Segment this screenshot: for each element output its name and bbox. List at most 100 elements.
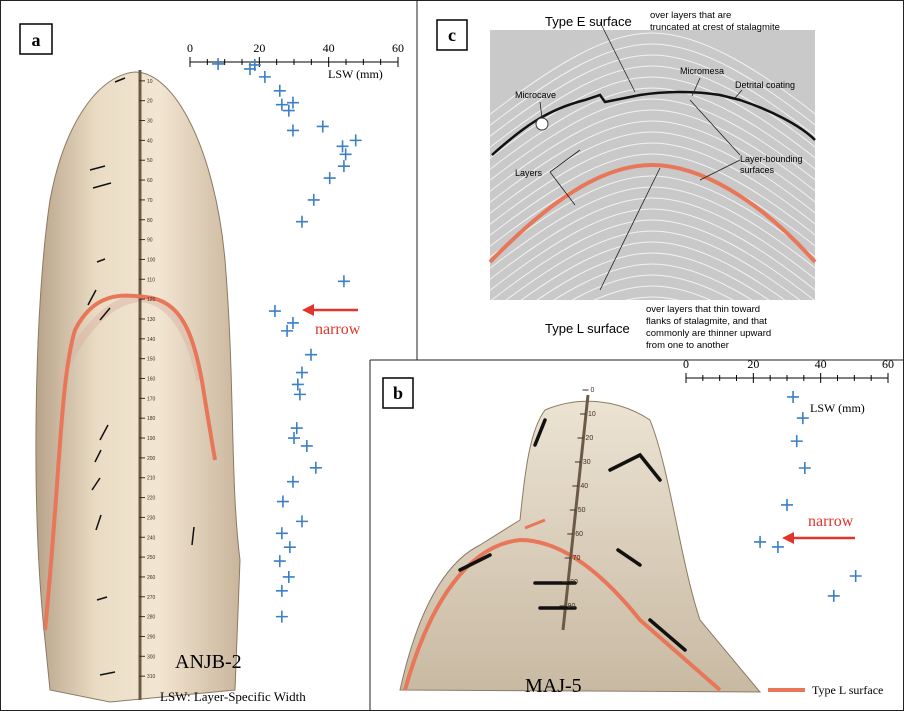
- point: [274, 555, 286, 567]
- ruler-label: 230: [147, 515, 156, 521]
- x-tick-label: 60: [882, 357, 894, 371]
- point: [781, 499, 793, 511]
- label: flanks of stalagmite, and that: [646, 316, 767, 327]
- ruler-label: 260: [147, 575, 156, 581]
- panel-label: a: [32, 30, 41, 50]
- point: [337, 140, 349, 152]
- ruler-label: 240: [147, 535, 156, 541]
- point: [296, 367, 308, 379]
- ruler-label: 180: [147, 416, 156, 422]
- ruler-label: 220: [147, 496, 156, 502]
- ruler-label: 200: [147, 456, 156, 462]
- label: Micromesa: [680, 66, 724, 76]
- x-tick-label: 60: [392, 41, 404, 55]
- label: Type E surface: [545, 14, 632, 29]
- point: [310, 462, 322, 474]
- ruler-label: 110: [147, 277, 155, 283]
- stalagmite-photo: [400, 401, 760, 692]
- point: [799, 462, 811, 474]
- ruler-label: 80: [570, 579, 578, 586]
- footnote: LSW: Layer-Specific Width: [160, 689, 306, 704]
- label: Layer-bounding: [740, 154, 803, 164]
- x-tick-label: 0: [683, 357, 689, 371]
- point: [787, 391, 799, 403]
- ruler-label: 20: [585, 435, 593, 442]
- point: [797, 412, 809, 424]
- ruler-label: 40: [580, 483, 588, 490]
- point: [287, 476, 299, 488]
- ruler-label: 10: [588, 411, 596, 418]
- ruler-label: 150: [147, 357, 156, 363]
- point: [772, 541, 784, 553]
- ruler-label: 60: [575, 531, 583, 538]
- point: [850, 570, 862, 582]
- ruler-label: 290: [147, 634, 156, 640]
- point: [291, 422, 303, 434]
- point: [294, 388, 306, 400]
- sample-name: ANJB-2: [175, 651, 242, 673]
- x-axis-label: LSW (mm): [328, 67, 383, 81]
- microcave: [536, 118, 548, 130]
- point: [287, 317, 299, 329]
- ruler-label: 40: [147, 138, 153, 144]
- point: [283, 571, 295, 583]
- point: [340, 148, 352, 160]
- point: [754, 536, 766, 548]
- label: truncated at crest of stalagmite: [650, 22, 780, 33]
- point: [292, 378, 304, 390]
- point: [350, 134, 362, 146]
- ruler-label: 20: [147, 99, 153, 105]
- panel-label: b: [393, 383, 403, 403]
- label: surfaces: [740, 165, 775, 175]
- ruler-label: 250: [147, 555, 156, 561]
- point: [276, 585, 288, 597]
- ruler-label: 30: [147, 119, 153, 125]
- ruler-label: 190: [147, 436, 156, 442]
- ruler-label: 210: [147, 476, 156, 482]
- ruler-label: 80: [147, 218, 153, 224]
- x-tick-label: 20: [747, 357, 759, 371]
- ruler-label: 120: [147, 297, 156, 303]
- label: commonly are thinner upward: [646, 328, 771, 339]
- ruler-label: 30: [583, 459, 591, 466]
- ruler-label: 0: [591, 387, 595, 394]
- ruler-label: 90: [568, 603, 576, 610]
- ruler-label: 140: [147, 337, 156, 343]
- arrow-head: [302, 304, 314, 316]
- label: over layers that thin toward: [646, 304, 760, 315]
- label: Layers: [515, 168, 543, 178]
- label: Detrital coating: [735, 80, 795, 90]
- label: from one to another: [646, 340, 729, 351]
- point: [317, 120, 329, 132]
- ruler-label: 270: [147, 595, 156, 601]
- point: [277, 496, 289, 508]
- ruler-label: 130: [147, 317, 156, 323]
- ruler-label: 90: [147, 238, 153, 244]
- point: [276, 99, 288, 111]
- point: [212, 58, 224, 70]
- point: [281, 325, 293, 337]
- ruler-label: 310: [147, 674, 156, 680]
- x-axis-label: LSW (mm): [810, 401, 865, 415]
- ruler-label: 50: [578, 507, 586, 514]
- panel-label: c: [448, 25, 456, 45]
- x-tick-label: 40: [323, 41, 335, 55]
- ruler-label: 70: [573, 555, 581, 562]
- point: [338, 275, 350, 287]
- ruler-label: 280: [147, 615, 156, 621]
- ruler-label: 60: [147, 178, 153, 184]
- label: Microcave: [515, 90, 556, 100]
- point: [828, 590, 840, 602]
- ruler-label: 160: [147, 377, 156, 383]
- annotation: narrow: [315, 321, 361, 338]
- figure: 10 20 30 40 50 60 70 80 90 100 110 120 130 140 150 160 1…: [0, 0, 904, 711]
- annotation: narrow: [808, 513, 854, 530]
- ruler-label: 100: [147, 257, 156, 263]
- point: [276, 611, 288, 623]
- point: [296, 515, 308, 527]
- ruler-label: 300: [147, 654, 156, 660]
- point: [276, 527, 288, 539]
- arrow-head: [782, 532, 794, 544]
- point: [301, 440, 313, 452]
- point: [259, 71, 271, 83]
